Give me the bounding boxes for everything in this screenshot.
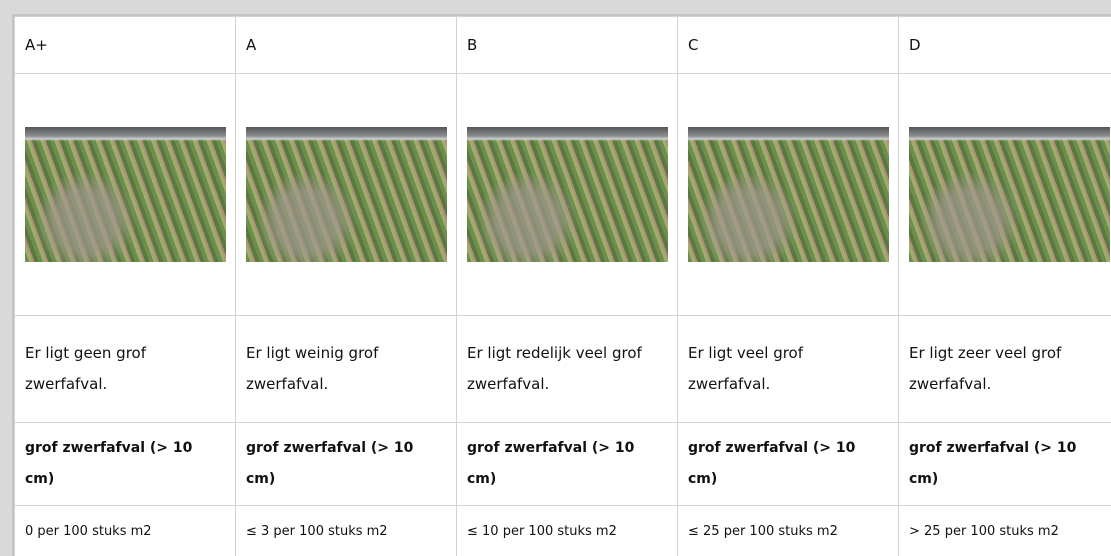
description-cell: Er ligt veel grof zwerfafval. [677, 315, 899, 423]
description-cell: Er ligt weinig grof zwerfafval. [235, 315, 457, 423]
header-row: A+ A B C D [14, 16, 1111, 74]
description-row: Er ligt geen grof zwerfafval. Er ligt wei… [14, 315, 1111, 423]
criterion-cell: grof zwerfafval (> 10 cm) [456, 422, 678, 506]
criterion-cell: grof zwerfafval (> 10 cm) [677, 422, 899, 506]
norm-cell: ≤ 3 per 100 stuks m2 [235, 505, 457, 556]
description-cell: Er ligt geen grof zwerfafval. [14, 315, 236, 423]
photo [467, 127, 668, 262]
norm-cell: 0 per 100 stuks m2 [14, 505, 236, 556]
header-cell: C [677, 16, 899, 74]
photo [25, 127, 226, 262]
image-row [14, 73, 1111, 316]
image-cell [898, 73, 1111, 316]
criterion-row: grof zwerfafval (> 10 cm) grof zwerfafval… [14, 422, 1111, 506]
header-cell: D [898, 16, 1111, 74]
criterion-cell: grof zwerfafval (> 10 cm) [14, 422, 236, 506]
header-cell: A+ [14, 16, 236, 74]
norm-row: 0 per 100 stuks m2 ≤ 3 per 100 stuks m2 ≤ … [14, 505, 1111, 556]
image-cell [456, 73, 678, 316]
image-cell [235, 73, 457, 316]
photo [688, 127, 889, 262]
description-cell: Er ligt redelijk veel grof zwerfafval. [456, 315, 678, 423]
image-cell [677, 73, 899, 316]
norm-cell: ≤ 10 per 100 stuks m2 [456, 505, 678, 556]
criterion-cell: grof zwerfafval (> 10 cm) [235, 422, 457, 506]
photo [909, 127, 1110, 262]
criterion-cell: grof zwerfafval (> 10 cm) [898, 422, 1111, 506]
header-cell: A [235, 16, 457, 74]
norm-cell: > 25 per 100 stuks m2 [898, 505, 1111, 556]
photo [246, 127, 447, 262]
rating-table: A+ A B C D Er ligt geen grof zwerfafval. Er li… [14, 16, 1111, 556]
description-cell: Er ligt zeer veel grof zwerfafval. [898, 315, 1111, 423]
image-cell [14, 73, 236, 316]
header-cell: B [456, 16, 678, 74]
norm-cell: ≤ 25 per 100 stuks m2 [677, 505, 899, 556]
table-frame: A+ A B C D Er ligt geen grof zwerfafval. Er li… [12, 14, 1111, 556]
